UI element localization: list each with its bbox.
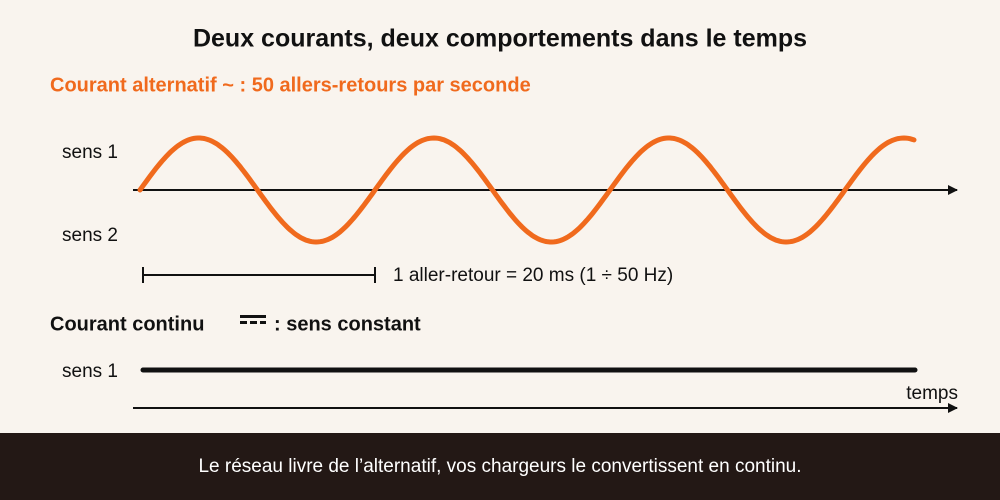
dc-heading-start: Courant continu (50, 313, 204, 335)
dc-heading-end: : sens constant (274, 313, 421, 335)
ac-label-bottom: sens 2 (62, 225, 118, 246)
ac-label-top: sens 1 (62, 142, 118, 163)
ac-wave (137, 135, 917, 245)
axis-label: temps (906, 383, 958, 404)
ac-heading: Courant alternatif ~ : 50 allers-retours… (50, 74, 531, 96)
dc-symbol (240, 315, 266, 324)
footer: Le réseau livre de l’alternatif, vos cha… (198, 456, 801, 477)
footer-band (0, 433, 1000, 500)
dc-label: sens 1 (62, 361, 118, 382)
title: Deux courants, deux comportements dans l… (193, 25, 807, 53)
period-bar (142, 267, 376, 283)
period-label: 1 aller-retour = 20 ms (1 ÷ 50 Hz) (393, 265, 673, 286)
